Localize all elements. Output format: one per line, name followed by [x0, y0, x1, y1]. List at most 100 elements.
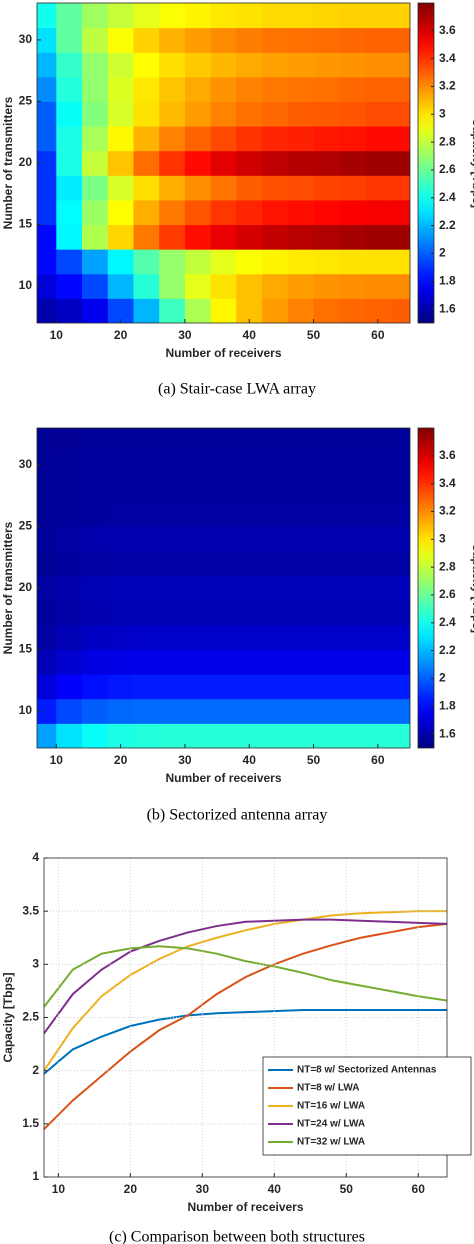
heat-cell: [107, 199, 134, 226]
heat-cell: [107, 52, 134, 78]
heat-cell: [339, 199, 366, 226]
heat-cell: [390, 526, 410, 552]
heat-cell: [339, 273, 366, 299]
heat-cell: [159, 249, 186, 275]
heat-cell: [262, 649, 289, 675]
plot-area: [37, 3, 410, 323]
y-axis-label: Number of transmitters: [1, 521, 15, 654]
heat-cell: [133, 76, 160, 102]
y-tick-label: 1.5: [22, 1116, 39, 1130]
heat-cell: [262, 698, 289, 724]
x-tick-label: 60: [371, 753, 385, 767]
heat-cell: [133, 551, 160, 577]
heat-cell: [364, 52, 392, 78]
heat-cell: [56, 649, 83, 675]
heat-cell: [107, 698, 134, 724]
heat-cell: [262, 477, 289, 503]
y-axis-label: Capacity [Tbps]: [1, 972, 15, 1062]
heat-cell: [313, 175, 340, 201]
heat-cell: [339, 101, 366, 127]
y-tick-label: 30: [19, 457, 33, 471]
heat-cell: [339, 477, 366, 503]
heat-cell: [133, 723, 160, 748]
x-axis-label: Number of receivers: [165, 771, 281, 785]
heat-cell: [236, 551, 263, 577]
series-line: [44, 1009, 447, 1075]
heat-cell: [107, 27, 134, 53]
heat-cell: [236, 674, 263, 700]
heat-cell: [364, 27, 392, 53]
x-tick-label: 40: [243, 753, 257, 767]
heat-cell: [390, 624, 410, 651]
heat-cell: [262, 273, 289, 299]
heat-cell: [390, 76, 410, 102]
heat-cell: [262, 224, 289, 250]
heat-cell: [56, 674, 83, 700]
heat-cell: [107, 150, 134, 176]
heat-cell: [287, 249, 315, 275]
heat-cell: [184, 126, 212, 152]
heat-cell: [82, 428, 109, 454]
heat-cell: [339, 649, 366, 675]
heat-cell: [339, 624, 366, 651]
heat-cell: [184, 674, 212, 700]
heat-cell: [339, 126, 366, 152]
heat-cell: [37, 575, 57, 601]
heat-cell: [37, 101, 57, 127]
heat-cell: [37, 175, 57, 201]
heat-cell: [133, 649, 160, 675]
x-tick-label: 40: [268, 1182, 282, 1196]
heat-cell: [56, 199, 83, 226]
heat-cell: [37, 27, 57, 53]
x-tick-label: 50: [307, 753, 321, 767]
heat-cell: [184, 649, 212, 675]
heat-cell: [56, 575, 83, 601]
heat-cell: [339, 52, 366, 78]
heat-cell: [37, 600, 57, 626]
colorbar-tick-label: 3.6: [439, 23, 456, 37]
heat-cell: [159, 273, 186, 299]
heat-cell: [133, 101, 160, 127]
heat-cell: [236, 126, 263, 152]
heat-cell: [236, 150, 263, 176]
heat-cell: [313, 27, 340, 53]
heat-cell: [210, 723, 237, 748]
heat-cell: [287, 175, 315, 201]
heat-cell: [313, 150, 340, 176]
heat-cell: [82, 52, 109, 78]
heat-cell: [313, 52, 340, 78]
heat-cell: [82, 126, 109, 152]
heat-cell: [56, 3, 83, 29]
heat-cell: [236, 452, 263, 478]
colorbar-tick-label: 2.4: [439, 190, 456, 204]
heat-cell: [37, 199, 57, 226]
heat-cell: [159, 199, 186, 226]
heat-cell: [262, 76, 289, 102]
heat-cell: [210, 600, 237, 626]
heat-cell: [159, 600, 186, 626]
heat-cell: [210, 575, 237, 601]
heat-cell: [364, 452, 392, 478]
heat-cell: [390, 698, 410, 724]
heat-cell: [159, 428, 186, 454]
colorbar-tick-label: 3.4: [439, 476, 456, 490]
heat-cell: [82, 674, 109, 700]
heat-cell: [184, 27, 212, 53]
heat-cell: [159, 501, 186, 527]
heat-cell: [107, 76, 134, 102]
heat-cell: [159, 52, 186, 78]
heat-cell: [262, 452, 289, 478]
heat-cell: [37, 52, 57, 78]
heat-cell: [107, 224, 134, 250]
heat-cell: [56, 452, 83, 478]
heat-cell: [364, 126, 392, 152]
heat-cell: [184, 477, 212, 503]
heat-cell: [159, 3, 186, 29]
heat-cell: [37, 452, 57, 478]
heat-cell: [262, 52, 289, 78]
series-line: [44, 945, 447, 1008]
heat-cell: [37, 298, 57, 323]
y-tick-label: 2: [32, 1063, 39, 1077]
heat-cell: [159, 298, 186, 323]
x-tick-label: 20: [114, 753, 128, 767]
